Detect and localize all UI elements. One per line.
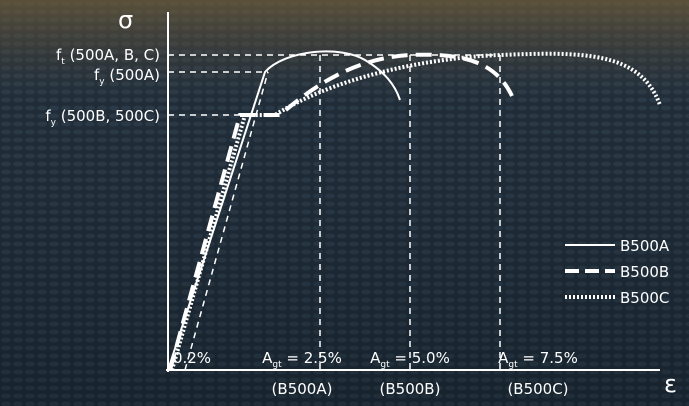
label: fy (500B, 500C) xyxy=(45,107,160,128)
label-sub: gt xyxy=(272,360,282,370)
label-grade: (B500A) xyxy=(272,380,333,398)
label-rest: (500A) xyxy=(105,66,160,84)
label-sub: gt xyxy=(380,360,390,370)
label-rest: = 5.0% xyxy=(390,349,450,367)
legend-label: B500B xyxy=(620,263,669,281)
x-axis-label: ε xyxy=(664,370,677,398)
label-rest: (500A, B, C) xyxy=(65,46,160,64)
y-axis-label: σ xyxy=(118,6,133,34)
label-sub: gt xyxy=(508,360,518,370)
diagram: σ ε ft (500A, B, C)fy (500A) fy (500B, 50… xyxy=(0,0,689,406)
legend-label: B500A xyxy=(620,237,670,255)
label-rest: (500B, 500C) xyxy=(56,107,160,125)
label: fy (500A) xyxy=(94,66,160,87)
label-rest: = 7.5% xyxy=(518,349,578,367)
legend-label: B500C xyxy=(620,289,669,307)
label: 0.2% xyxy=(173,349,211,367)
label-rest: = 2.5% xyxy=(282,349,342,367)
label: ft (500A, B, C) xyxy=(56,46,160,67)
label-grade: (B500C) xyxy=(507,380,568,398)
label-grade: (B500B) xyxy=(380,380,441,398)
